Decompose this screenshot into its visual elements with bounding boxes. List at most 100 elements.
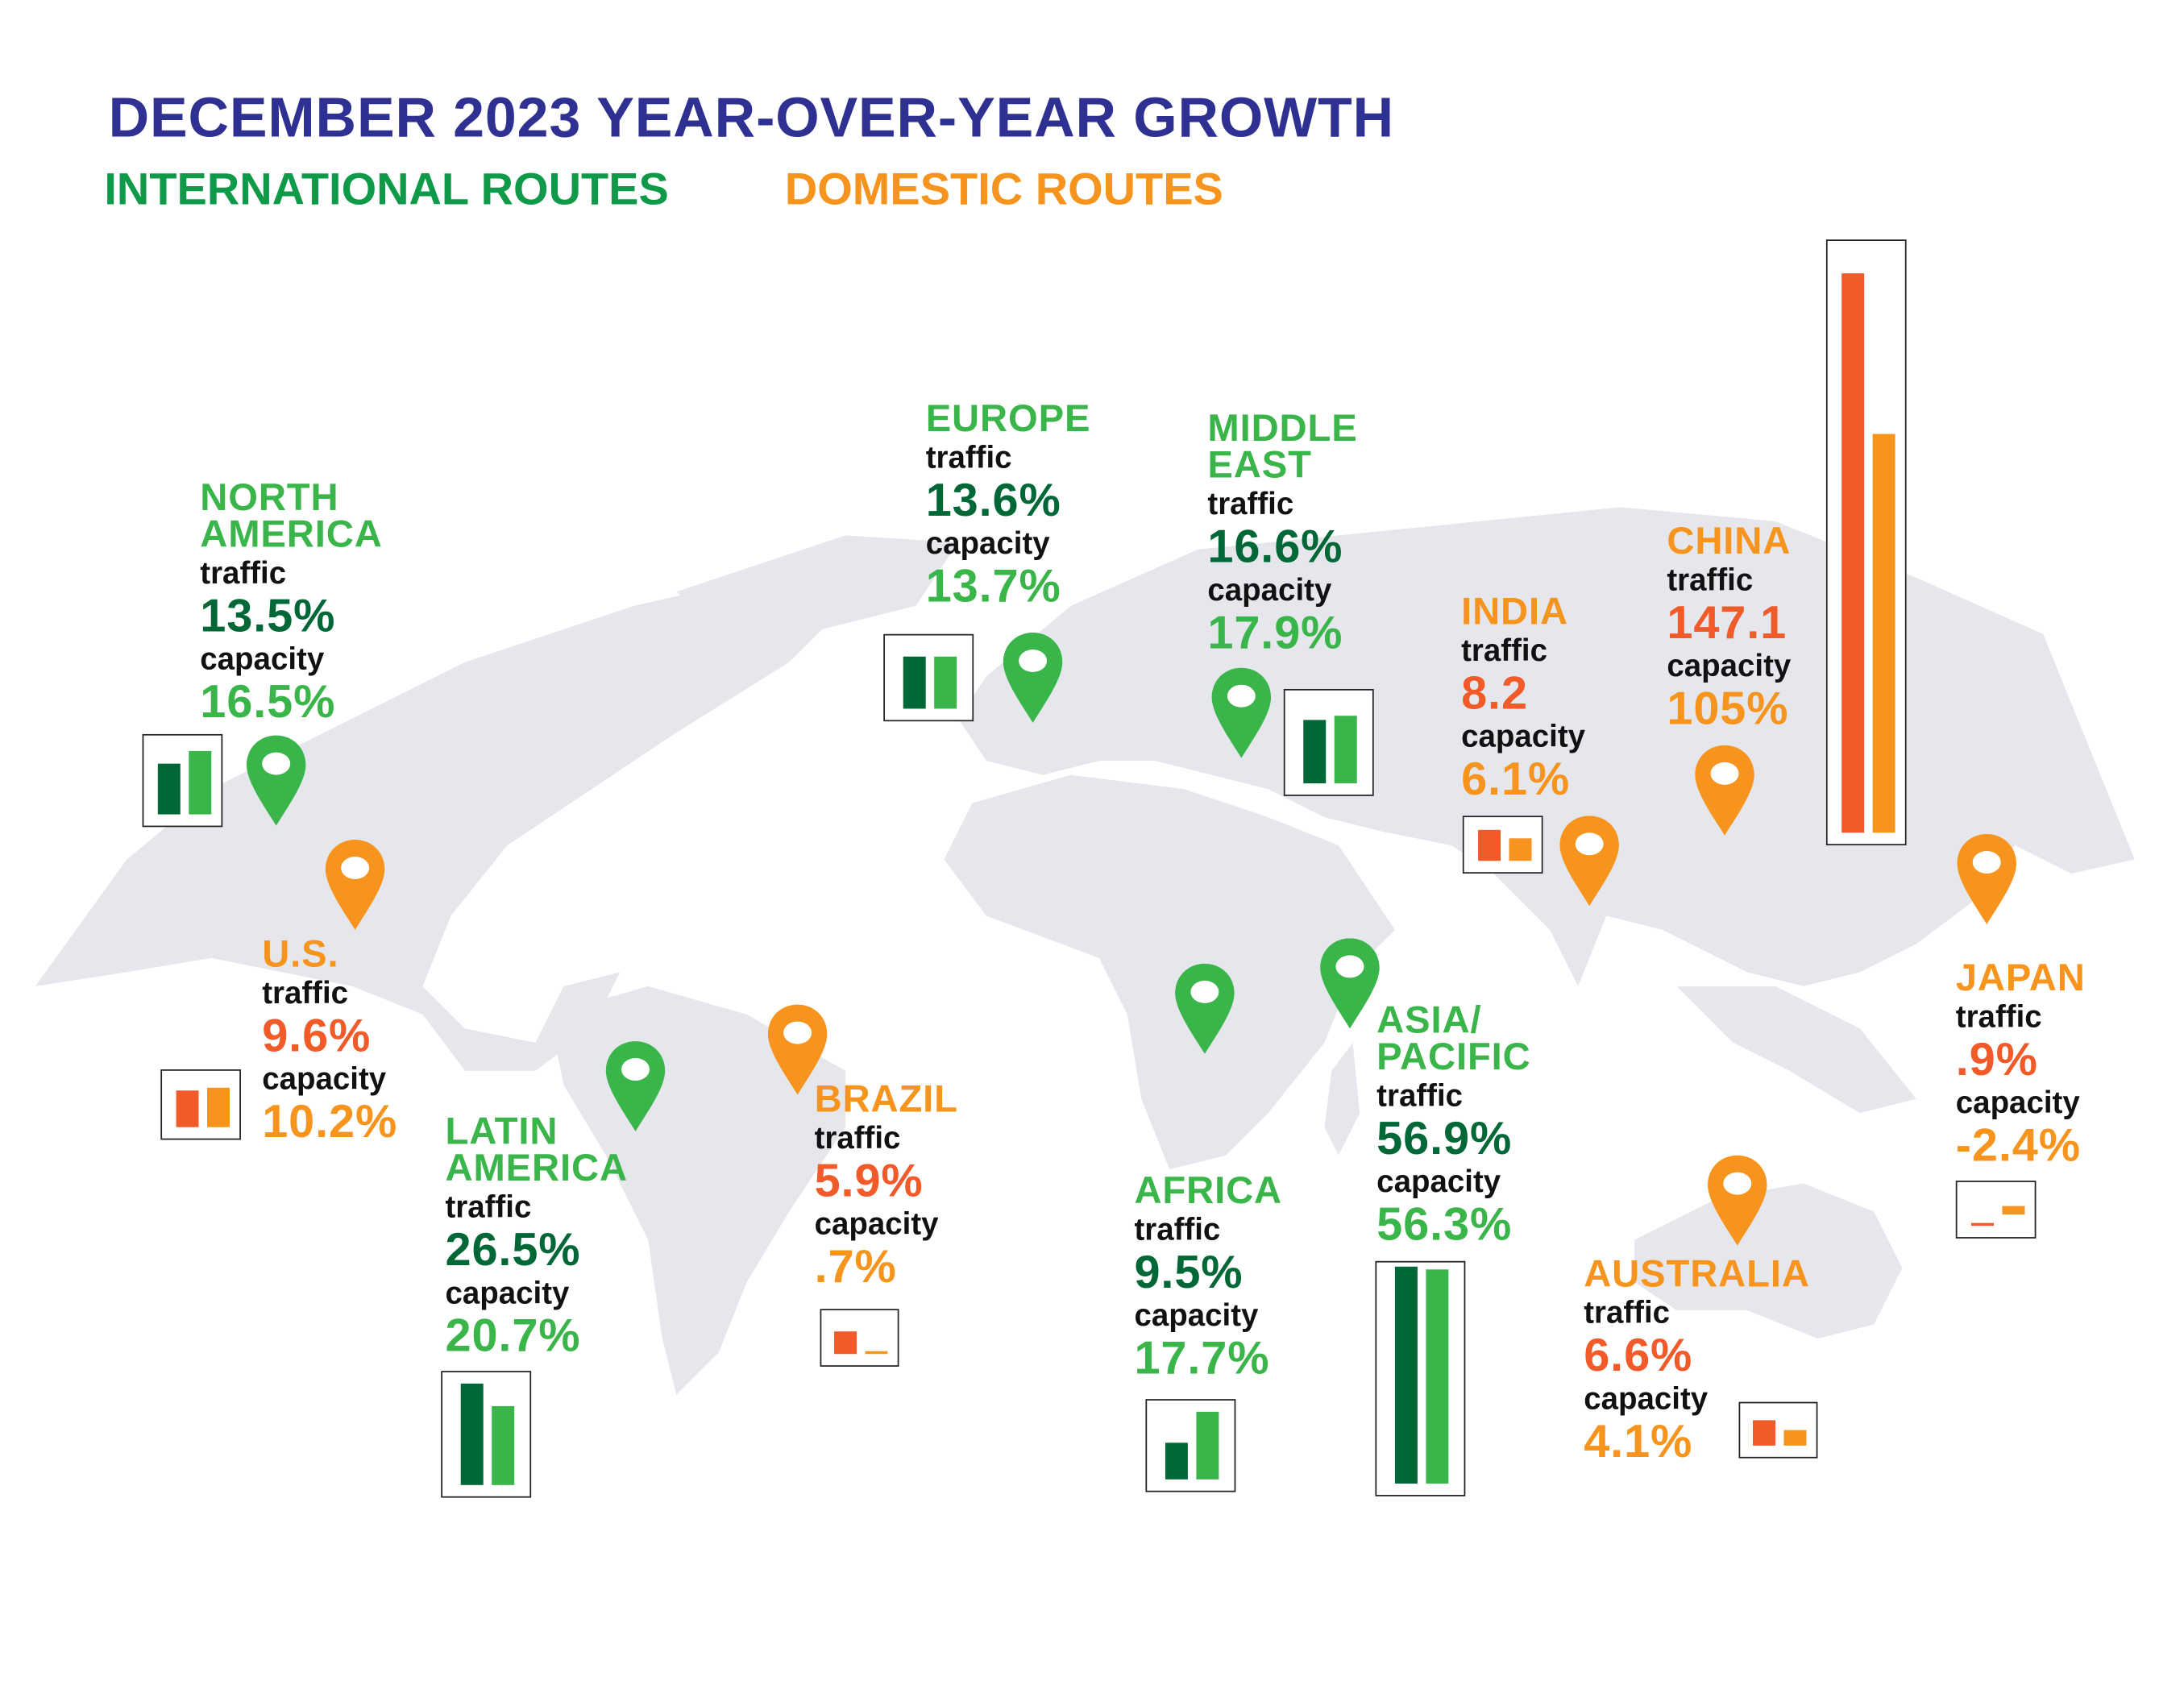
map-africa	[944, 774, 1395, 1170]
capacity-bar	[934, 656, 957, 709]
region-block: MIDDLE EAST traffic 16.6% capacity 17.9%	[1207, 407, 1358, 658]
traffic-label: traffic	[1667, 562, 1754, 598]
region-block: AFRICA traffic 9.5% capacity 17.7%	[1134, 1169, 1283, 1384]
map-pin-icon	[1209, 665, 1273, 768]
capacity-value: 56.3%	[1376, 1197, 1513, 1250]
traffic-value: .9%	[1955, 1032, 2038, 1085]
map-pin-icon	[1557, 813, 1621, 916]
region-block: AUSTRALIA traffic 6.6% capacity 4.1%	[1584, 1252, 1810, 1467]
map-pin-icon	[1173, 961, 1237, 1064]
map-pin-icon	[1705, 1152, 1770, 1256]
region-block: U.S. traffic 9.6% capacity 10.2%	[262, 932, 397, 1144]
mini-bar-chart	[1283, 688, 1374, 796]
region-name: CHINA	[1667, 520, 1792, 562]
capacity-bar	[206, 1088, 230, 1127]
legend-international: INTERNATIONAL ROUTES	[104, 163, 669, 214]
traffic-bar	[903, 657, 926, 709]
mini-bar-chart	[142, 733, 223, 828]
capacity-label: capacity	[925, 525, 1050, 561]
capacity-bar	[188, 751, 211, 815]
map-pin-icon	[1954, 832, 2019, 935]
map-pin-icon	[322, 837, 387, 940]
traffic-value: 9.5%	[1134, 1245, 1244, 1298]
region-name: LATIN AMERICA	[445, 1110, 628, 1189]
region-name: NORTH AMERICA	[200, 475, 383, 555]
map-australia	[1634, 1183, 1903, 1339]
capacity-bar	[865, 1351, 888, 1355]
region-name: MIDDLE EAST	[1207, 407, 1358, 487]
capacity-value: 4.1%	[1584, 1414, 1693, 1467]
capacity-value: 17.9%	[1207, 605, 1343, 658]
traffic-label: traffic	[1584, 1294, 1671, 1330]
region-block: NORTH AMERICA traffic 13.5% capacity 16.5%	[200, 479, 382, 724]
map-southeast-asia	[1676, 986, 1916, 1114]
map-greenland	[676, 535, 958, 634]
map-madagascar	[1324, 1042, 1360, 1156]
mini-bar-chart	[820, 1309, 899, 1367]
capacity-value: .7%	[814, 1239, 897, 1293]
mini-bar-chart	[1738, 1401, 1818, 1459]
traffic-label: traffic	[1461, 633, 1547, 668]
traffic-value: 26.5%	[445, 1222, 581, 1276]
traffic-value: 8.2	[1461, 666, 1528, 719]
capacity-label: capacity	[445, 1275, 570, 1311]
capacity-bar	[1783, 1430, 1807, 1446]
map-pin-icon	[1000, 630, 1065, 733]
region-block: EUROPE traffic 13.6% capacity 13.7%	[925, 400, 1091, 612]
capacity-label: capacity	[1667, 648, 1792, 683]
region-block: LATIN AMERICA traffic 26.5% capacity 20.7%	[445, 1110, 628, 1358]
capacity-bar	[1196, 1412, 1219, 1480]
traffic-value: 9.6%	[262, 1008, 372, 1061]
traffic-label: traffic	[262, 974, 349, 1011]
traffic-bar	[1394, 1267, 1418, 1484]
traffic-bar	[156, 762, 180, 815]
traffic-label: traffic	[925, 439, 1012, 475]
traffic-label: traffic	[1376, 1077, 1464, 1114]
capacity-value: 17.7%	[1134, 1331, 1270, 1384]
region-name: AUSTRALIA	[1584, 1252, 1810, 1295]
capacity-label: capacity	[1207, 571, 1332, 608]
traffic-value: 56.9%	[1376, 1111, 1513, 1164]
traffic-bar	[1477, 829, 1501, 861]
region-name: ASIA/ PACIFIC	[1376, 998, 1531, 1078]
mini-bar-chart	[1825, 239, 1907, 846]
traffic-bar	[1841, 272, 1864, 833]
capacity-value: 105%	[1667, 682, 1789, 734]
region-block: ASIA/ PACIFIC traffic 56.9% capacity 56.3%	[1376, 998, 1531, 1250]
traffic-bar	[460, 1384, 484, 1485]
traffic-label: traffic	[445, 1189, 532, 1225]
capacity-bar	[1334, 715, 1357, 784]
capacity-bar	[1426, 1269, 1449, 1484]
capacity-label: capacity	[1461, 718, 1586, 754]
mini-bar-chart	[1955, 1181, 2037, 1239]
region-name: AFRICA	[1134, 1169, 1283, 1212]
traffic-label: traffic	[200, 554, 287, 591]
capacity-label: capacity	[262, 1060, 387, 1097]
mini-bar-chart	[1375, 1260, 1466, 1496]
region-block: CHINA traffic 147.1 capacity 105%	[1667, 520, 1792, 734]
traffic-bar	[1970, 1222, 1994, 1227]
mini-bar-chart	[160, 1069, 241, 1140]
capacity-bar	[1508, 837, 1531, 861]
region-name: BRAZIL	[814, 1077, 958, 1120]
traffic-value: 147.1	[1667, 596, 1787, 649]
traffic-bar	[175, 1090, 198, 1127]
capacity-label: capacity	[1955, 1085, 2080, 1120]
traffic-label: traffic	[814, 1119, 901, 1156]
page-title: DECEMBER 2023 YEAR-OVER-YEAR GROWTH	[108, 87, 1394, 150]
capacity-label: capacity	[1376, 1164, 1501, 1199]
traffic-value: 5.9%	[814, 1153, 924, 1206]
traffic-value: 16.6%	[1207, 520, 1343, 572]
map-pin-icon	[1318, 936, 1382, 1039]
map-pin-icon	[603, 1039, 667, 1142]
region-name: JAPAN	[1955, 957, 2086, 999]
traffic-value: 6.6%	[1584, 1328, 1693, 1381]
traffic-bar	[1303, 720, 1327, 784]
mini-bar-chart	[1462, 816, 1543, 874]
traffic-bar	[834, 1331, 857, 1355]
capacity-label: capacity	[1584, 1380, 1709, 1417]
capacity-value: 13.7%	[925, 559, 1061, 612]
region-name: U.S.	[262, 932, 339, 975]
traffic-value: 13.5%	[200, 588, 336, 641]
